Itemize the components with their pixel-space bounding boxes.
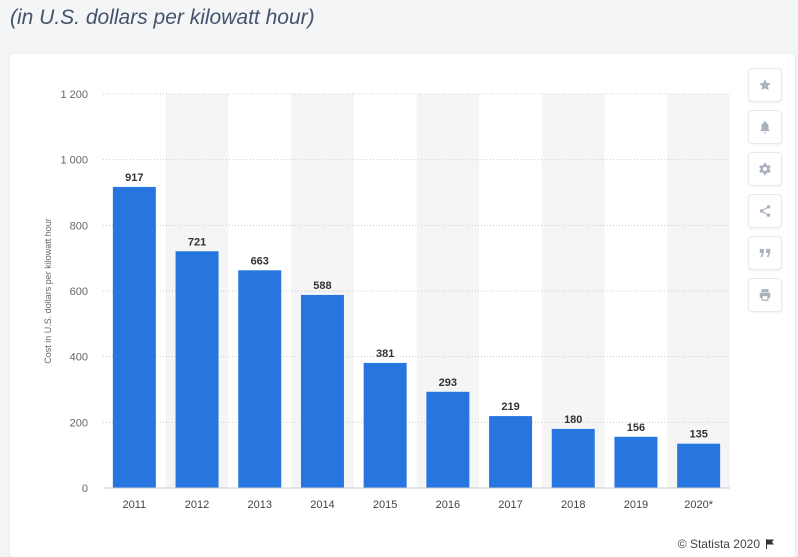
x-tick-label: 2020*: [684, 499, 713, 511]
y-tick-label: 1 200: [60, 89, 88, 101]
data-label: 721: [188, 236, 206, 248]
x-tick-label: 2015: [373, 499, 397, 511]
settings-button[interactable]: [748, 152, 782, 186]
cite-button[interactable]: [748, 236, 782, 270]
quote-icon: [759, 248, 771, 258]
bar: [489, 416, 533, 488]
x-tick-label: 2013: [248, 499, 272, 511]
bell-icon: [760, 121, 770, 134]
data-label: 917: [125, 172, 143, 184]
x-tick-label: 2017: [498, 499, 522, 511]
chart-subtitle: (in U.S. dollars per kilowatt hour): [10, 6, 315, 29]
bar: [300, 294, 344, 488]
bar: [238, 270, 282, 488]
x-tick-label: 2016: [436, 499, 460, 511]
y-tick-label: 800: [70, 220, 88, 232]
bar: [175, 251, 219, 488]
bar: [363, 362, 407, 488]
data-label: 219: [501, 401, 519, 413]
y-axis-title: Cost in U.S. dollars per kilowatt hour: [43, 218, 53, 364]
data-label: 293: [439, 377, 457, 389]
flag-icon: [766, 539, 774, 549]
bar: [112, 186, 156, 488]
bar: [551, 428, 595, 488]
credit-text: © Statista 2020: [677, 537, 760, 551]
chart-card: 0 200 400 600 800 1 000 1 200 Cost in U.S. doll…: [10, 54, 795, 557]
y-tick-label: 600: [70, 286, 88, 298]
star-icon: [759, 79, 771, 91]
x-tick-label: 2014: [310, 499, 334, 511]
statista-credit[interactable]: © Statista 2020: [678, 537, 776, 551]
gear-icon: [759, 163, 771, 175]
data-label: 180: [564, 414, 582, 426]
data-label: 588: [313, 280, 331, 292]
bar: [426, 391, 470, 488]
share-button[interactable]: [748, 194, 782, 228]
notification-button[interactable]: [748, 110, 782, 144]
share-icon: [759, 205, 771, 217]
column-band: [541, 94, 605, 488]
print-icon: [759, 289, 771, 301]
favorite-button[interactable]: [748, 68, 782, 102]
data-label: 156: [627, 422, 645, 434]
y-tick-label: 400: [70, 352, 88, 364]
y-tick-label: 1 000: [60, 155, 88, 167]
print-button[interactable]: [748, 278, 782, 312]
x-tick-label: 2019: [624, 499, 648, 511]
column-band: [667, 94, 730, 488]
data-label: 135: [689, 429, 707, 441]
y-tick-label: 200: [70, 417, 88, 429]
x-tick-label: 2012: [185, 499, 209, 511]
y-tick-label: 0: [82, 483, 88, 495]
bar: [614, 436, 658, 488]
data-label: 381: [376, 348, 394, 360]
data-label: 663: [251, 255, 269, 267]
x-tick-label: 2018: [561, 499, 585, 511]
bar-chart: 0 200 400 600 800 1 000 1 200 Cost in U.S. doll…: [43, 89, 730, 511]
x-tick-label: 2011: [123, 499, 147, 511]
bar: [677, 443, 721, 488]
